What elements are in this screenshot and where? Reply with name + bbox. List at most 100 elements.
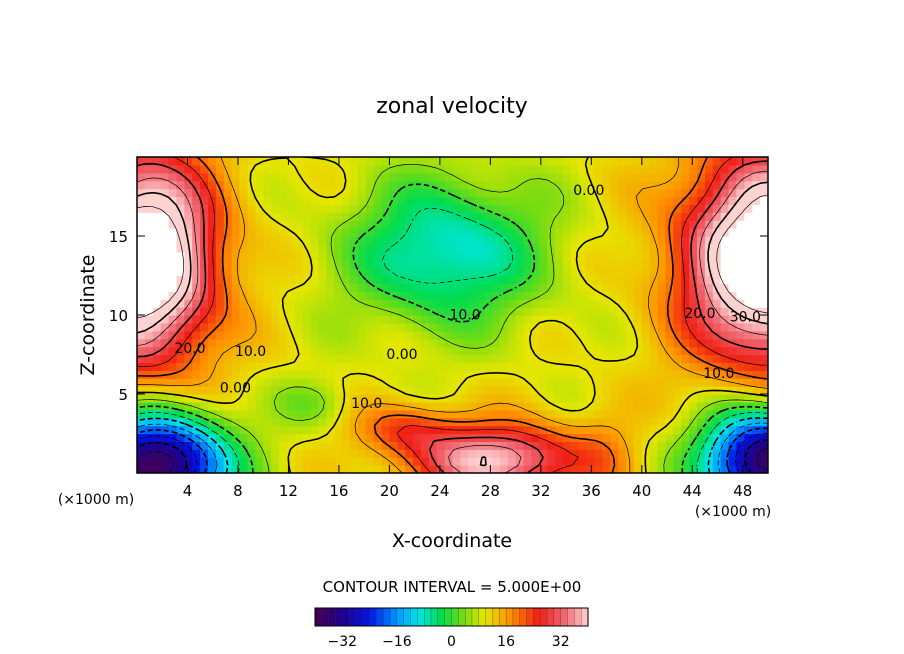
field-cell [460, 267, 469, 277]
field-cell [334, 322, 343, 332]
field-cell [271, 330, 280, 340]
field-cell [263, 157, 272, 166]
field-cell [168, 433, 178, 442]
field-cell [452, 315, 461, 324]
field-cell [618, 220, 627, 229]
field-cell [499, 409, 509, 419]
field-cell [507, 338, 517, 348]
field-cell [413, 315, 422, 324]
field-cell [728, 425, 738, 435]
field-cell [207, 172, 217, 182]
field-cell [578, 251, 588, 261]
field-cell [247, 425, 256, 435]
field-cell [373, 188, 383, 198]
field-cell [168, 307, 178, 316]
field-cell [420, 386, 430, 395]
field-cell [286, 322, 296, 332]
field-cell [278, 220, 288, 229]
field-cell [547, 322, 556, 332]
field-cell [152, 291, 162, 300]
field-cell [657, 267, 667, 277]
field-cell [271, 259, 280, 269]
colorbar-swatch [410, 607, 418, 627]
field-cell [389, 172, 398, 182]
field-cell [263, 370, 272, 379]
field-cell [215, 180, 225, 190]
field-cell [342, 441, 351, 450]
field-cell [704, 196, 714, 205]
field-cell [263, 362, 272, 371]
field-cell [452, 449, 461, 458]
field-cell [215, 370, 225, 379]
field-cell [720, 409, 730, 419]
field-cell [365, 330, 375, 340]
field-cell [184, 401, 193, 411]
field-cell [310, 409, 320, 419]
field-cell [342, 188, 351, 198]
field-cell [602, 362, 611, 371]
field-cell [207, 378, 217, 387]
field-cell [342, 425, 351, 435]
colorbar-swatch [471, 607, 480, 627]
field-cell [460, 236, 469, 245]
field-cell [673, 204, 682, 213]
field-cell [192, 449, 201, 458]
field-cell [523, 330, 532, 340]
field-cell [152, 322, 162, 332]
field-cell [586, 196, 596, 205]
field-cell [602, 212, 611, 221]
field-cell [673, 330, 682, 340]
field-cell [389, 409, 398, 419]
field-cell [491, 465, 501, 473]
field-cell [649, 370, 659, 379]
field-cell [413, 291, 422, 300]
field-cell [539, 212, 548, 221]
field-cell [547, 251, 556, 261]
field-cell [278, 409, 288, 419]
field-cell [626, 441, 635, 450]
field-cell [144, 330, 154, 340]
field-cell [531, 251, 540, 261]
field-cell [618, 236, 627, 245]
field-cell [578, 188, 588, 198]
field-cell [697, 394, 706, 403]
field-cell [137, 370, 146, 379]
field-cell [263, 259, 272, 269]
field-cell [405, 243, 414, 253]
field-cell [752, 417, 761, 427]
field-cell [223, 188, 233, 198]
field-cell [247, 212, 256, 221]
field-cell [357, 401, 367, 411]
field-cell [342, 354, 351, 363]
field-cell [381, 243, 390, 253]
field-cell [263, 425, 272, 435]
field-cell [271, 449, 280, 458]
field-cell [555, 315, 564, 324]
field-cell [697, 275, 706, 284]
field-cell [436, 188, 446, 198]
field-cell [365, 409, 375, 419]
field-cell [657, 322, 667, 332]
field-cell [436, 457, 446, 466]
field-cell [160, 417, 170, 427]
field-cell [318, 236, 327, 245]
field-cell [278, 251, 288, 261]
field-cell [160, 322, 170, 332]
field-cell [381, 283, 390, 292]
field-cell [286, 220, 296, 229]
field-cell [302, 465, 312, 473]
field-cell [736, 315, 745, 324]
field-cell [752, 251, 761, 261]
field-cell [531, 172, 540, 182]
field-cell [578, 394, 588, 403]
colorbar-swatch [314, 607, 323, 627]
field-cell [586, 315, 596, 324]
field-cell [168, 449, 178, 458]
field-cell [752, 275, 761, 284]
field-cell [499, 322, 509, 332]
field-cell [152, 394, 162, 403]
field-cell [365, 386, 375, 395]
field-cell [484, 283, 493, 292]
field-cell [239, 212, 249, 221]
